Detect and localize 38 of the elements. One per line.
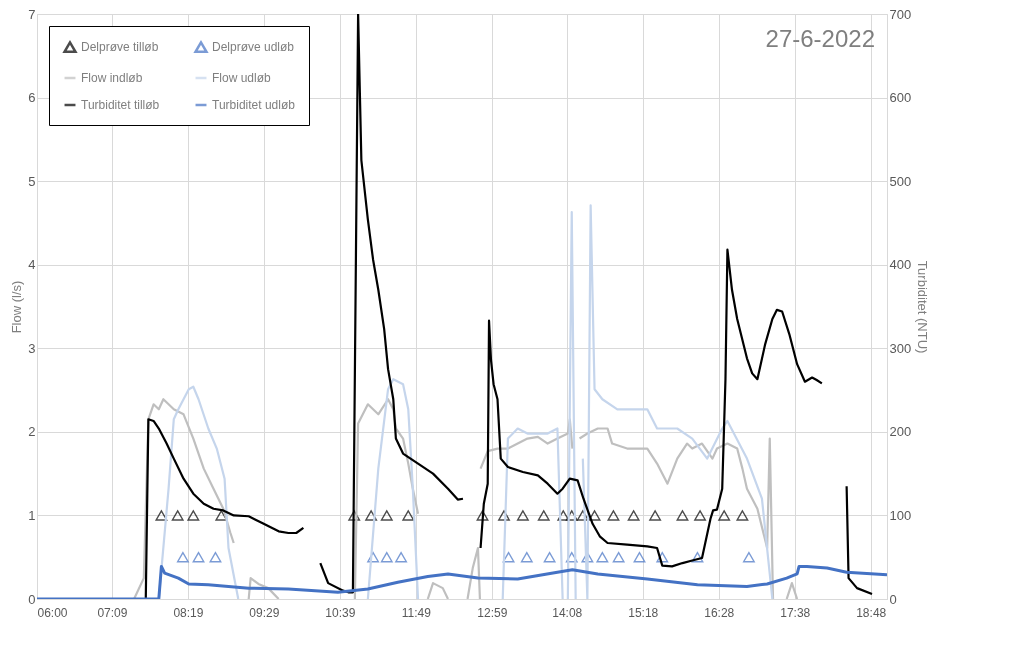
- y-tick-label: 3: [28, 340, 36, 356]
- y-tick-label: 4: [28, 257, 36, 273]
- y2-tick-label: 400: [889, 257, 912, 273]
- y2-tick-label: 300: [889, 340, 912, 356]
- x-tick-label: 18:48: [856, 605, 887, 620]
- y2-tick-label: 200: [889, 424, 912, 440]
- line-series: [37, 564, 887, 599]
- y2-tick-label: 500: [889, 173, 912, 189]
- y2-tick-label: 700: [889, 6, 912, 22]
- y-axis-title: Flow (l/s): [9, 280, 25, 334]
- y2-tick-label: 100: [889, 507, 912, 523]
- x-tick-label: 08:19: [173, 605, 204, 620]
- legend-label: Turbiditet tilløb: [81, 98, 160, 112]
- y-tick-label: 5: [28, 173, 36, 189]
- y2-tick-label: 600: [889, 90, 912, 106]
- x-tick-label: 09:29: [249, 605, 280, 620]
- y-tick-label: 6: [28, 90, 36, 106]
- legend-label: Flow indløb: [81, 71, 143, 85]
- x-tick-label: 10:39: [325, 605, 356, 620]
- legend-label: Turbiditet udløb: [212, 98, 296, 112]
- y2-tick-label: 0: [889, 591, 897, 607]
- x-tick-label: 17:38: [780, 605, 811, 620]
- x-tick-label: 15:18: [628, 605, 659, 620]
- legend-label: Flow udløb: [212, 71, 272, 85]
- legend-label: Delprøve udløb: [212, 40, 295, 55]
- y-tick-label: 2: [28, 424, 36, 440]
- legend-label: Delprøve tilløb: [81, 40, 159, 55]
- x-tick-label: 16:28: [704, 605, 735, 620]
- y-tick-label: 1: [28, 507, 36, 523]
- x-tick-label: 07:09: [97, 605, 128, 620]
- x-tick-label: 14:08: [552, 605, 583, 620]
- x-tick-label: 06:00: [37, 605, 68, 620]
- y2-axis-title: Turbiditet (NTU): [915, 260, 931, 354]
- x-tick-label: 12:59: [477, 605, 508, 620]
- annotation: 27-6-2022: [765, 25, 875, 52]
- y-tick-label: 7: [28, 6, 36, 22]
- y-tick-label: 0: [28, 591, 36, 607]
- x-tick-label: 11:49: [401, 605, 432, 620]
